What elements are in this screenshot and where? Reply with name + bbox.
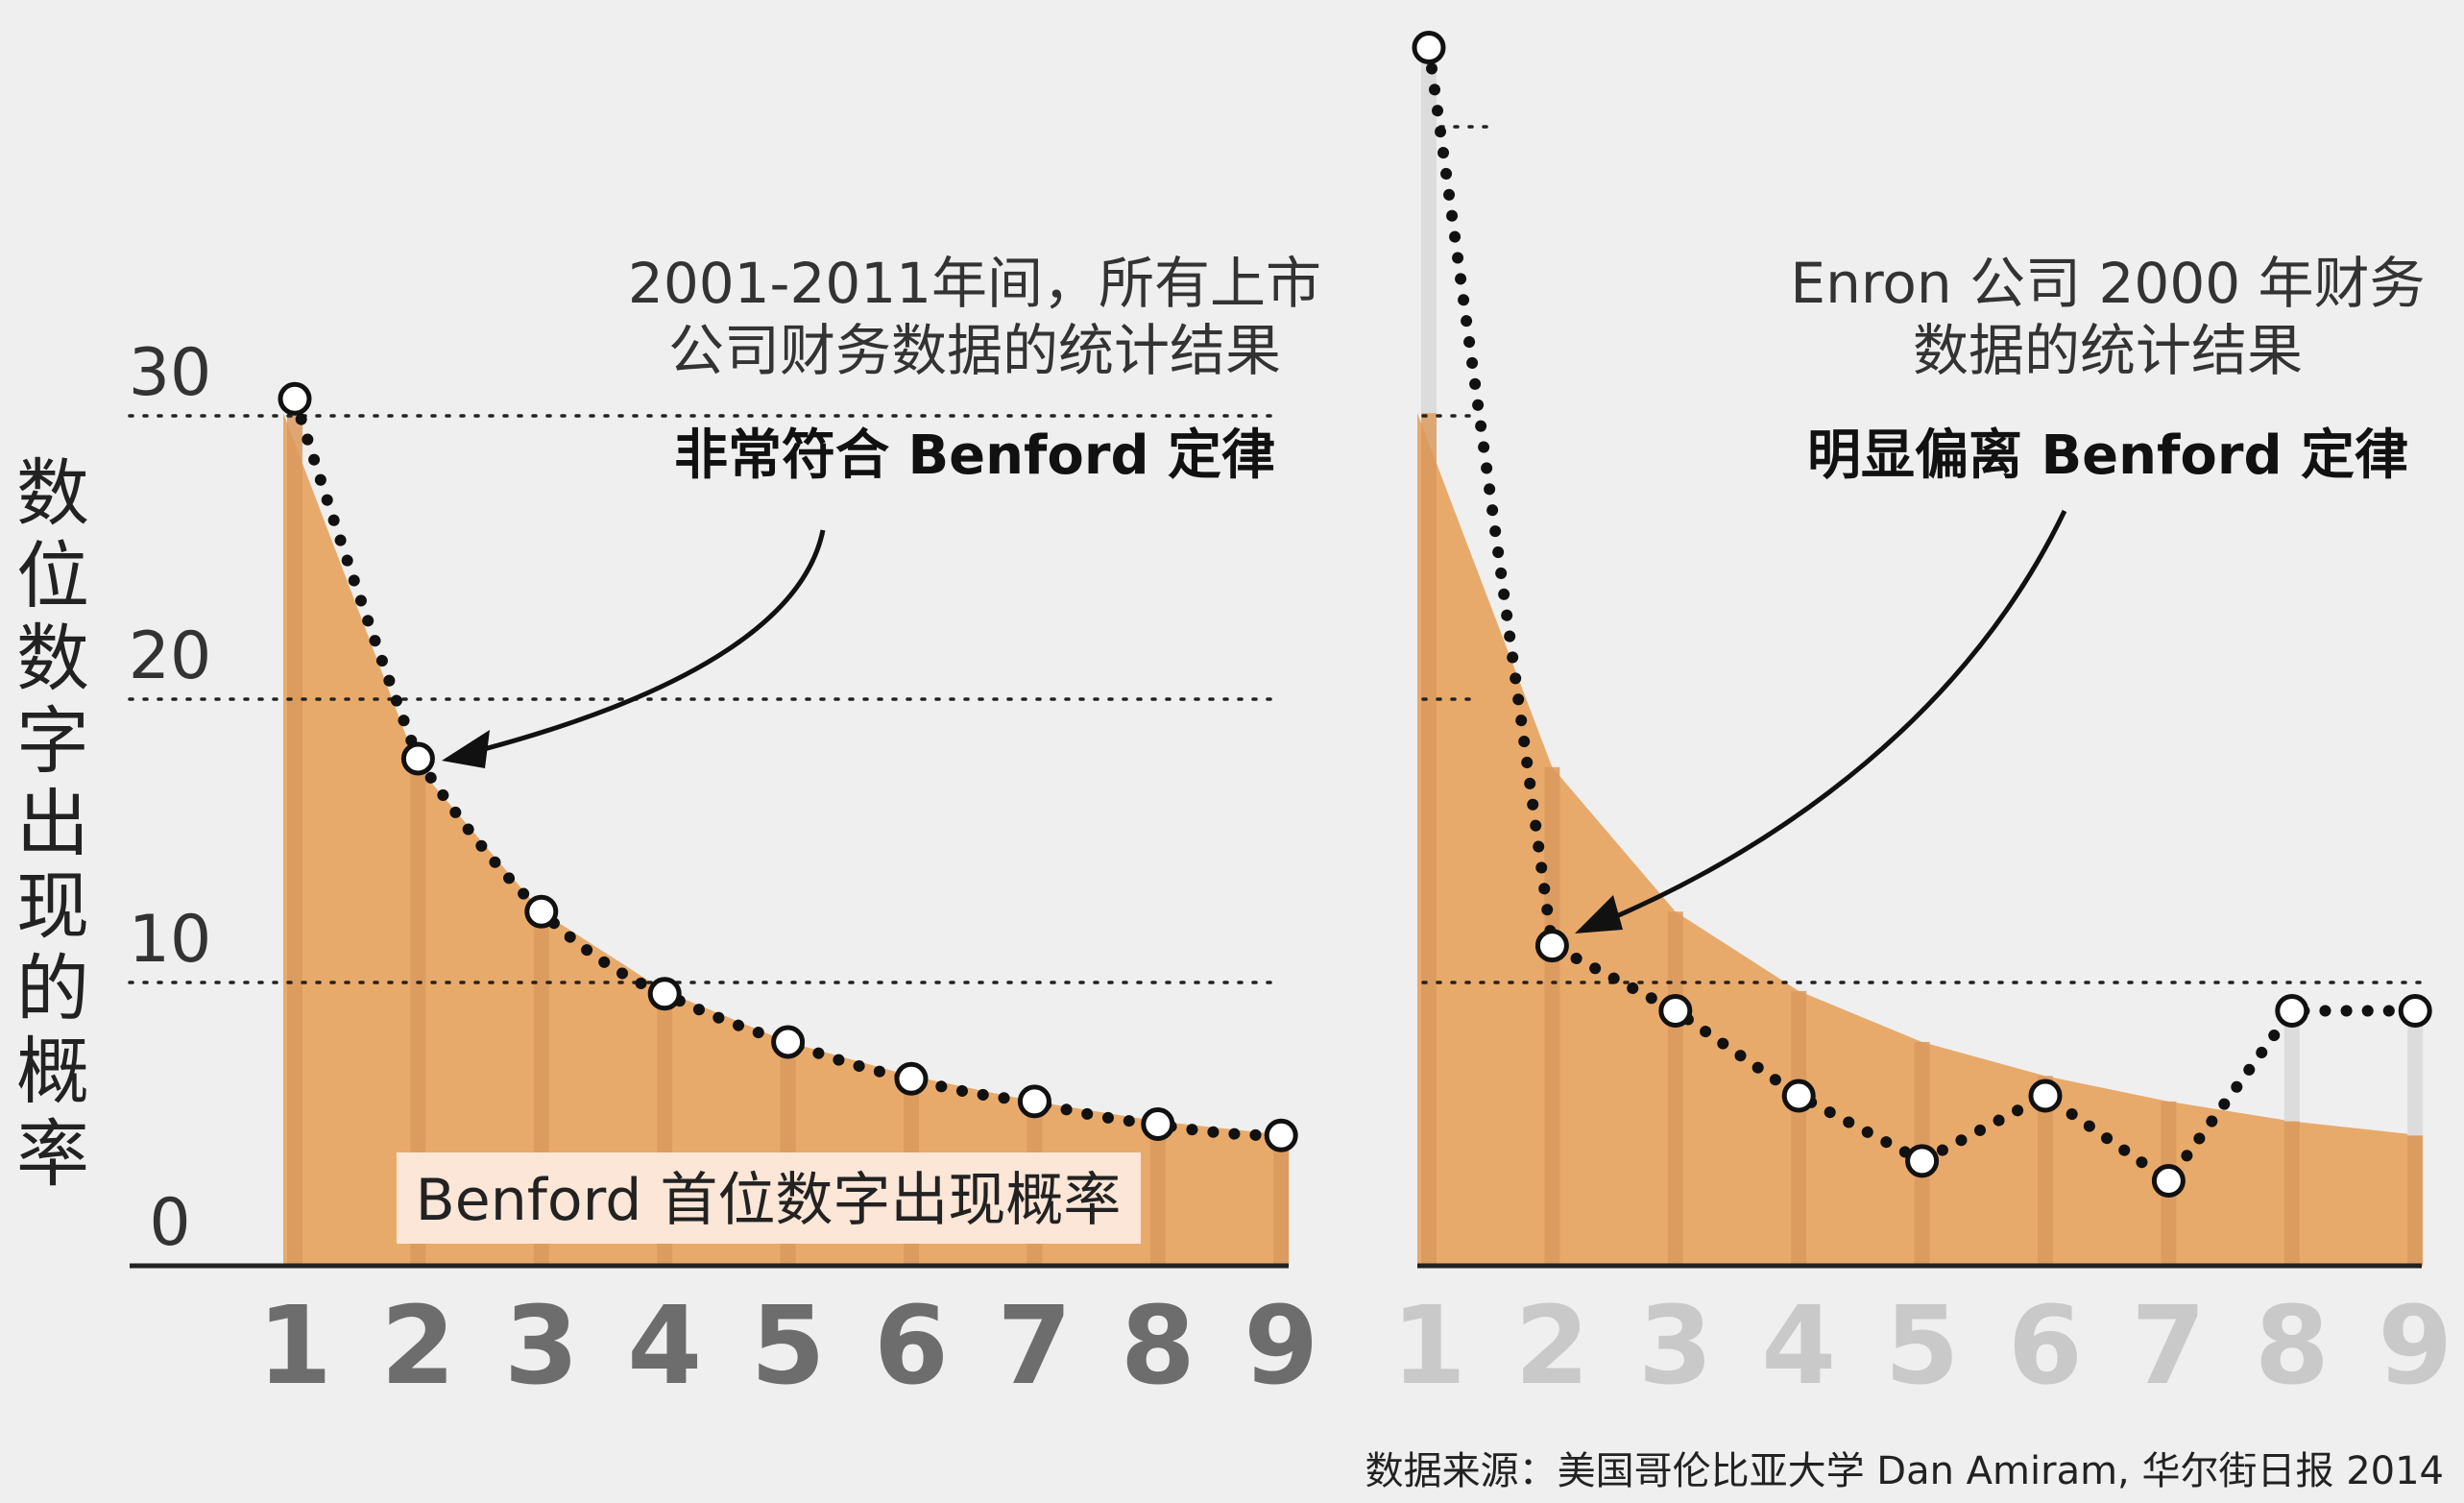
annotation-conclusion: 明显偏离 Benford 定律 bbox=[1807, 424, 2408, 487]
annotation-line-2: 公司财务数据的统计结果 bbox=[668, 318, 1281, 383]
excess-stripe bbox=[1421, 47, 1437, 414]
category-label: 1 bbox=[1391, 1284, 1466, 1409]
y-axis-title: 数位数字出现的概率 bbox=[16, 450, 89, 1197]
y-axis-title-char: 数 bbox=[16, 616, 89, 701]
observed-dotted-line bbox=[289, 393, 1288, 1142]
category-label: 5 bbox=[1885, 1284, 1960, 1409]
category-label: 4 bbox=[1761, 1284, 1836, 1409]
data-point bbox=[771, 1025, 806, 1059]
y-axis-title-char: 率 bbox=[16, 1111, 89, 1197]
y-tick-label: 20 bbox=[129, 618, 212, 694]
category-label: 6 bbox=[2008, 1284, 2083, 1409]
annotation-arrow bbox=[1598, 509, 2067, 927]
data-point bbox=[1141, 1107, 1175, 1141]
category-stripe bbox=[1273, 1135, 1290, 1266]
legend-box bbox=[397, 1152, 1141, 1244]
data-point bbox=[2275, 994, 2309, 1028]
category-stripe bbox=[1791, 990, 1807, 1266]
data-point bbox=[1264, 1118, 1298, 1152]
category-label: 2 bbox=[380, 1284, 455, 1409]
arrow-head bbox=[1575, 895, 1623, 933]
data-point bbox=[2028, 1079, 2063, 1113]
category-label: 2 bbox=[1514, 1284, 1589, 1409]
data-point bbox=[400, 741, 435, 776]
category-label: 9 bbox=[1244, 1284, 1318, 1409]
data-point bbox=[1905, 1144, 1940, 1178]
y-axis-title-char: 出 bbox=[16, 781, 89, 866]
category-stripe bbox=[287, 413, 302, 1266]
data-point bbox=[1017, 1084, 1051, 1119]
category-label: 5 bbox=[751, 1284, 826, 1409]
data-point bbox=[1412, 31, 1446, 64]
legend-label: Benford 首位数字出现概率 bbox=[416, 1167, 1122, 1234]
data-point bbox=[2151, 1164, 2186, 1198]
excess-stripe bbox=[2283, 1010, 2300, 1122]
data-point bbox=[1781, 1079, 1816, 1113]
annotation-line-1: Enron 公司 2000 年财务 bbox=[1790, 251, 2425, 316]
category-stripe bbox=[1667, 911, 1683, 1266]
category-stripe bbox=[1149, 1121, 1166, 1266]
data-point bbox=[894, 1061, 929, 1096]
data-point bbox=[647, 977, 682, 1011]
category-label: 7 bbox=[997, 1284, 1072, 1409]
category-label: 3 bbox=[504, 1284, 579, 1409]
y-tick-label: 0 bbox=[149, 1185, 190, 1261]
category-stripe bbox=[2038, 1076, 2053, 1266]
category-stripe bbox=[1421, 413, 1437, 1266]
data-point bbox=[524, 894, 559, 929]
data-point bbox=[278, 381, 312, 416]
category-label: 8 bbox=[1121, 1284, 1196, 1409]
y-axis-title-char: 位 bbox=[16, 533, 89, 618]
data-point bbox=[1658, 994, 1693, 1028]
data-point bbox=[1534, 929, 1569, 963]
annotation-line-1: 2001-2011年间，所有上市 bbox=[628, 251, 1321, 316]
category-label: 9 bbox=[2378, 1284, 2452, 1409]
annotation-arrow bbox=[465, 529, 826, 757]
category-label: 4 bbox=[627, 1284, 702, 1409]
arrow-head bbox=[442, 730, 490, 768]
category-label: 6 bbox=[874, 1284, 949, 1409]
category-stripe bbox=[2283, 1121, 2300, 1266]
category-stripe bbox=[1544, 766, 1560, 1266]
category-label: 3 bbox=[1638, 1284, 1713, 1409]
y-axis-title-char: 的 bbox=[16, 946, 89, 1031]
data-point bbox=[2398, 994, 2432, 1028]
y-axis-title-char: 字 bbox=[16, 698, 89, 784]
y-tick-label: 10 bbox=[129, 902, 212, 978]
category-stripe bbox=[2407, 1135, 2424, 1266]
category-label: 8 bbox=[2255, 1284, 2330, 1409]
annotation-conclusion: 非常符合 Benford 定律 bbox=[674, 424, 1275, 487]
category-stripe bbox=[410, 766, 426, 1266]
source-note: 数据来源：美国哥伦比亚大学 Dan Amiram, 华尔街日报 2014 bbox=[1365, 1449, 2444, 1493]
y-axis-title-char: 概 bbox=[16, 1029, 89, 1114]
y-axis-title-char: 现 bbox=[16, 863, 89, 949]
annotation-line-2: 数据的统计结果 bbox=[1913, 318, 2303, 383]
category-label: 7 bbox=[2131, 1284, 2206, 1409]
y-axis-title-char: 数 bbox=[16, 450, 89, 536]
excess-stripe bbox=[2407, 1010, 2424, 1136]
y-tick-label: 30 bbox=[129, 335, 212, 411]
category-label: 1 bbox=[257, 1284, 332, 1409]
